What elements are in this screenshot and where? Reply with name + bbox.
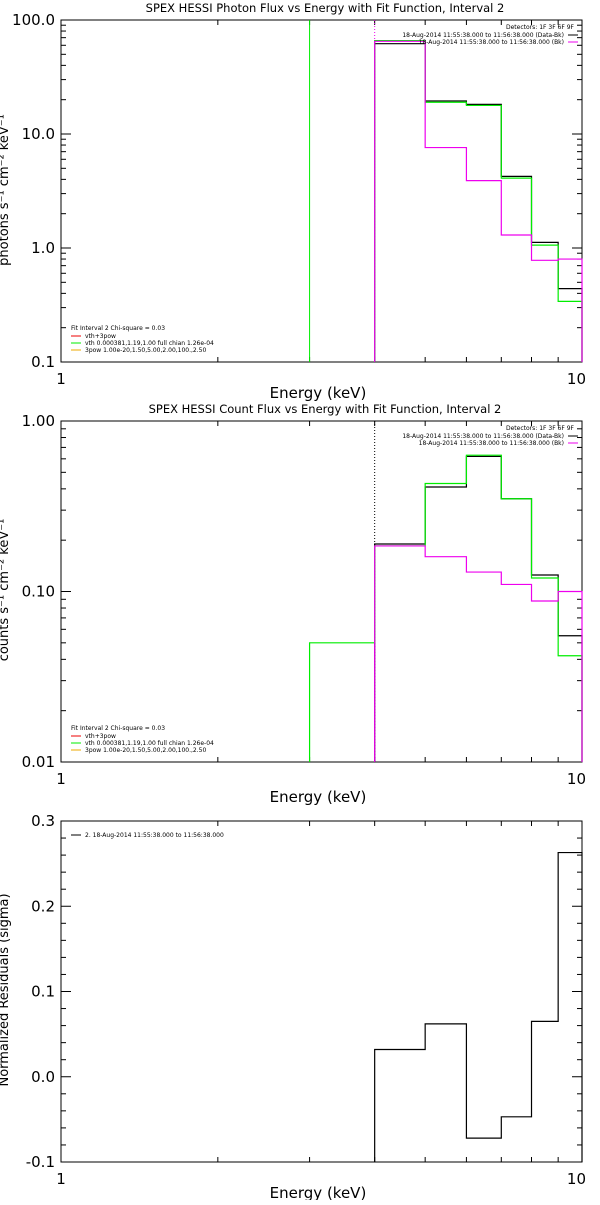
residuals-panel: Energy (keV) Normalized Residuals (sigma… — [0, 812, 586, 1202]
count-flux-title: SPEX HESSI Count Flux vs Energy with Fit… — [149, 402, 502, 416]
photon-flux-series-bk — [374, 40, 583, 362]
count-flux-y-tick-label: 0.01 — [22, 753, 55, 771]
count-flux-fit-legend-entry: 3pow 1.00e-20,1.50,5.00,2.00,100.,2.50 — [85, 747, 206, 754]
count-flux-legend-entry: 18-Aug-2014 11:55:38.000 to 11:56:38.000… — [419, 440, 564, 447]
photon-flux-x-tick-label: 1 — [56, 370, 66, 388]
photon-flux-legend-entry: 18-Aug-2014 11:55:38.000 to 11:56:38.000… — [419, 39, 564, 46]
residuals-x-tick-label: 1 — [56, 1170, 66, 1188]
count-flux-fit-legend-entry: vth 0.000381,1.19,1.00 full chian 1.26e-… — [85, 740, 214, 747]
photon-flux-y-tick-label: 1.0 — [31, 239, 55, 257]
photon-flux-title: SPEX HESSI Photon Flux vs Energy with Fi… — [146, 1, 505, 15]
photon-flux-y-tick-label: 0.1 — [31, 353, 55, 371]
residuals-y-axis-label: Normalized Residuals (sigma) — [0, 893, 12, 1086]
photon-flux-y-tick-label: 100.0 — [12, 11, 55, 29]
residuals-y-tick-label: 0.3 — [31, 812, 55, 830]
photon-flux-x-tick-label: 10 — [567, 370, 586, 388]
photon-flux-fit-legend-entry: vth+3pow — [85, 333, 116, 340]
count-flux-legend-entry: 18-Aug-2014 11:55:38.000 to 11:56:38.000… — [402, 433, 564, 440]
photon-flux-series-vth — [374, 39, 583, 362]
count-flux-y-axis-label: counts s⁻¹ cm⁻² keV⁻¹ — [0, 519, 12, 662]
photon-flux-legend-entry: 18-Aug-2014 11:55:38.000 to 11:56:38.000… — [402, 32, 564, 39]
residuals-y-tick-label: 0.0 — [31, 1068, 55, 1086]
photon-flux-fit-legend-header: Fit Interval 2 Chi-square = 0.03 — [71, 325, 165, 332]
photon-flux-axes-frame — [60, 19, 583, 363]
count-flux-legend-header: Detectors: 1F 3F 6F 9F — [506, 425, 575, 432]
count-flux-x-tick-label: 10 — [567, 770, 586, 788]
photon-flux-y-tick-label: 10.0 — [22, 125, 55, 143]
residuals-y-tick-label: -0.1 — [26, 1153, 55, 1171]
residuals-x-tick-label: 10 — [567, 1170, 586, 1188]
photon-flux-fit-legend-entry: 3pow 1.00e-20,1.50,5.00,2.00,100.,2.50 — [85, 347, 206, 354]
photon-flux-y-axis-label: photons s⁻¹ cm⁻² keV⁻¹ — [0, 114, 12, 266]
photon-flux-panel: SPEX HESSI Photon Flux vs Energy with Fi… — [0, 1, 586, 402]
count-flux-y-tick-label: 0.10 — [22, 583, 55, 601]
photon-flux-series-data-bk — [374, 43, 583, 362]
photon-flux-x-axis-label: Energy (keV) — [270, 384, 367, 402]
residuals-x-axis-label: Energy (keV) — [270, 1184, 367, 1200]
residuals-legend-entry: 2. 18-Aug-2014 11:55:38.000 to 11:56:38.… — [85, 832, 224, 839]
count-flux-fit-legend-header: Fit Interval 2 Chi-square = 0.03 — [71, 725, 165, 732]
residuals-y-tick-label: 0.2 — [31, 897, 55, 915]
residuals-y-tick-label: 0.1 — [31, 983, 55, 1001]
count-flux-fit-legend-entry: vth+3pow — [85, 733, 116, 740]
photon-flux-fit-legend-entry: vth 0.000381,1.19,1.00 full chian 1.26e-… — [85, 340, 214, 347]
count-flux-series-vth — [308, 454, 583, 762]
count-flux-y-tick-label: 1.00 — [22, 412, 55, 430]
count-flux-axes-frame — [60, 420, 583, 763]
count-flux-x-axis-label: Energy (keV) — [270, 788, 367, 806]
count-flux-series-data-bk — [374, 455, 583, 762]
residuals-series-residuals — [374, 851, 583, 1162]
count-flux-series-bk — [374, 545, 583, 762]
count-flux-panel: SPEX HESSI Count Flux vs Energy with Fit… — [0, 402, 586, 806]
residuals-axes-frame — [60, 820, 583, 1163]
photon-flux-legend-header: Detectors: 1F 3F 6F 9F — [506, 24, 575, 31]
count-flux-x-tick-label: 1 — [56, 770, 66, 788]
